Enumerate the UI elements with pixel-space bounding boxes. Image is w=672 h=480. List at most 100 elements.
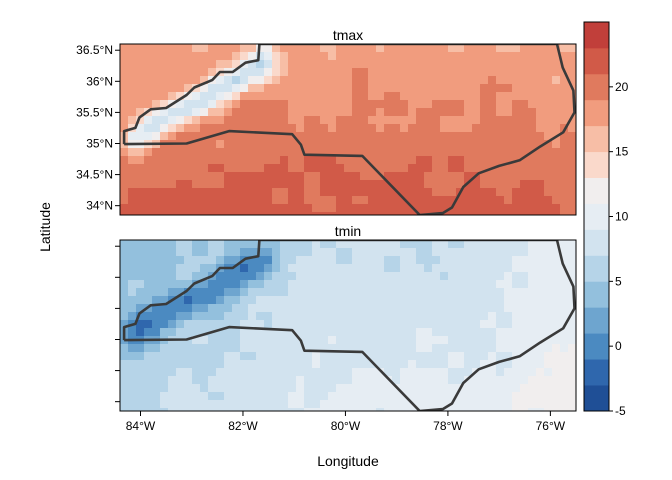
heatmap-cell: [520, 288, 529, 297]
heatmap-cell: [544, 264, 553, 273]
heatmap-cell: [488, 132, 497, 141]
heatmap-cell: [376, 408, 385, 411]
heatmap-cell: [376, 68, 385, 77]
heatmap-cell: [160, 156, 169, 165]
heatmap-cell: [520, 212, 529, 215]
heatmap-cell: [320, 288, 329, 297]
heatmap-cell: [216, 124, 225, 133]
heatmap-cell: [448, 328, 457, 337]
heatmap-cell: [240, 156, 249, 165]
heatmap-cell: [192, 124, 201, 133]
heatmap-cell: [256, 92, 265, 101]
heatmap-cell: [152, 320, 161, 329]
heatmap-cell: [256, 100, 265, 109]
heatmap-cell: [352, 280, 361, 289]
heatmap-cell: [120, 204, 129, 213]
heatmap-cell: [440, 108, 449, 117]
heatmap-cell: [336, 180, 345, 189]
heatmap-cell: [184, 400, 193, 409]
heatmap-cell: [504, 304, 513, 313]
heatmap-cell: [480, 140, 489, 149]
heatmap-cell: [152, 164, 161, 173]
heatmap-cell: [440, 164, 449, 173]
heatmap-cell: [504, 320, 513, 329]
heatmap-cell: [224, 400, 233, 409]
heatmap-cell: [440, 140, 449, 149]
heatmap-cell: [536, 384, 545, 393]
heatmap-cell: [208, 400, 217, 409]
heatmap-cell: [352, 196, 361, 205]
heatmap-cell: [168, 148, 177, 157]
heatmap-cell: [416, 400, 425, 409]
heatmap-cell: [296, 188, 305, 197]
heatmap-cell: [392, 140, 401, 149]
heatmap-cell: [344, 272, 353, 281]
heatmap-cell: [504, 156, 513, 165]
heatmap-cell: [256, 156, 265, 165]
heatmap-cell: [360, 384, 369, 393]
heatmap-cell: [192, 108, 201, 117]
heatmap-cell: [240, 392, 249, 401]
heatmap-cell: [440, 344, 449, 353]
heatmap-cell: [472, 100, 481, 109]
colorbar-swatch: [584, 229, 609, 256]
heatmap-cell: [416, 392, 425, 401]
heatmap-cell: [360, 376, 369, 385]
x-tick-label: 78°W: [433, 419, 463, 433]
heatmap-cell: [376, 92, 385, 101]
heatmap-cell: [136, 212, 145, 215]
heatmap-cell: [152, 400, 161, 409]
heatmap-cell: [520, 344, 529, 353]
heatmap-cell: [448, 132, 457, 141]
heatmap-cell: [192, 180, 201, 189]
heatmap-cell: [504, 100, 513, 109]
heatmap-cell: [432, 124, 441, 133]
heatmap-cell: [192, 60, 201, 69]
heatmap-cell: [536, 52, 545, 61]
heatmap-cell: [568, 288, 576, 297]
heatmap-cell: [144, 44, 153, 53]
heatmap-cell: [400, 256, 409, 265]
heatmap-cell: [320, 280, 329, 289]
heatmap-cell: [240, 384, 249, 393]
heatmap-cell: [400, 264, 409, 273]
heatmap-cell: [192, 212, 201, 215]
heatmap-cell: [408, 108, 417, 117]
heatmap-cell: [344, 336, 353, 345]
heatmap-cell: [408, 368, 417, 377]
heatmap-cell: [152, 264, 161, 273]
heatmap-cell: [296, 124, 305, 133]
heatmap-cell: [504, 360, 513, 369]
heatmap-cell: [120, 164, 129, 173]
heatmap-cell: [416, 68, 425, 77]
heatmap-cell: [520, 240, 529, 249]
heatmap-cell: [496, 132, 505, 141]
heatmap-cell: [392, 304, 401, 313]
heatmap-cell: [216, 44, 225, 53]
heatmap-cell: [464, 84, 473, 93]
heatmap-cell: [352, 376, 361, 385]
heatmap-cell: [240, 320, 249, 329]
heatmap-cell: [328, 296, 337, 305]
heatmap-cell: [256, 328, 265, 337]
heatmap-cell: [160, 52, 169, 61]
heatmap-cell: [360, 140, 369, 149]
heatmap-cell: [464, 240, 473, 249]
heatmap-cell: [168, 44, 177, 53]
heatmap-cell: [192, 384, 201, 393]
heatmap-cell: [568, 320, 576, 329]
heatmap-cell: [256, 296, 265, 305]
heatmap-cell: [320, 272, 329, 281]
heatmap-cell: [456, 44, 465, 53]
heatmap-cell: [320, 304, 329, 313]
heatmap-cell: [120, 76, 129, 85]
heatmap-cell: [568, 100, 576, 109]
heatmap-cell: [216, 92, 225, 101]
heatmap-cell: [296, 52, 305, 61]
heatmap-cell: [200, 148, 209, 157]
heatmap-cell: [528, 156, 537, 165]
heatmap-cell: [272, 384, 281, 393]
heatmap-cell: [552, 212, 561, 215]
heatmap-cell: [272, 172, 281, 181]
heatmap-cell: [184, 52, 193, 61]
